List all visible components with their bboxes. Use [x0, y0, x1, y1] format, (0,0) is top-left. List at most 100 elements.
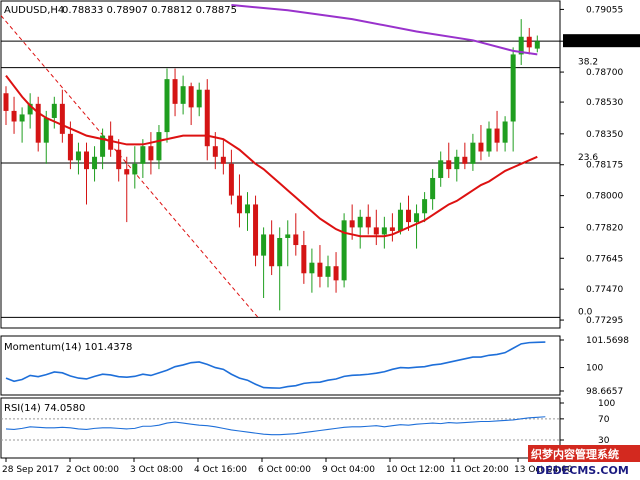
candle-body	[3, 93, 9, 111]
rsi-pane: RSI(14) 74.0580 100 70 30	[0, 397, 615, 459]
candle-body	[204, 89, 210, 147]
candle-body	[100, 135, 106, 157]
rsi-title: RSI(14) 74.0580	[4, 403, 85, 414]
fib-trend-line	[0, 15, 259, 318]
candle-body	[180, 86, 186, 104]
candle-body	[389, 227, 395, 231]
candle-body	[148, 146, 154, 161]
candle-body	[470, 142, 476, 164]
candle-body	[534, 41, 540, 49]
candle-body	[397, 209, 403, 231]
candle-body	[325, 266, 331, 277]
candle-body	[84, 151, 89, 170]
candle-body	[75, 151, 81, 161]
candle-body	[92, 156, 98, 170]
x-tick-label: 13 Oct 04:00	[514, 465, 573, 475]
rsi-tick-label: 100	[598, 399, 615, 409]
x-tick-label: 2 Oct 00:00	[66, 465, 119, 475]
candle-body	[277, 237, 283, 267]
rsi-tick-label: 70	[598, 415, 610, 425]
candle-body	[59, 103, 65, 134]
candle-body	[261, 234, 267, 256]
candle-body	[406, 209, 411, 223]
candle-body	[108, 135, 114, 150]
candle-body	[349, 220, 355, 228]
rsi-line	[5, 416, 546, 436]
candle-body	[357, 216, 363, 228]
candle-body	[454, 156, 460, 170]
candle-body	[494, 128, 500, 143]
main-title: AUDUSD,H4	[4, 5, 64, 16]
y-tick-label: 0.77295	[586, 316, 623, 326]
momentum-tick-label: 100	[586, 364, 603, 374]
candle-body	[381, 227, 387, 235]
candle-body	[196, 89, 202, 108]
candle-body	[19, 114, 25, 122]
watermark-bg	[528, 445, 640, 462]
momentum-line	[5, 341, 546, 389]
candle-body	[365, 216, 371, 228]
x-tick-label: 6 Oct 00:00	[258, 465, 311, 475]
candle-body	[301, 245, 307, 274]
x-tick-label: 4 Oct 16:00	[194, 465, 247, 475]
main-pane: 38.2 23.6 0.0 AUDUSD,H4 0.78833 0.78907 0.…	[0, 0, 640, 329]
candle-body	[373, 227, 379, 235]
candle-body	[156, 132, 162, 161]
y-tick-label: 0.78350	[586, 130, 623, 140]
candle-body	[341, 220, 347, 281]
candle-body	[478, 142, 484, 152]
candle-body	[43, 117, 49, 143]
candle-body	[269, 234, 275, 267]
momentum-tick-label: 98.6657	[586, 387, 623, 397]
fib-level-label: 38.2	[578, 58, 598, 68]
candle-body	[462, 156, 468, 164]
candle-body	[438, 160, 444, 178]
current-price-label: 0.78875	[578, 37, 615, 47]
ma-fast-line	[5, 74, 538, 238]
candle-body	[140, 146, 146, 164]
rsi-tick-label: 30	[598, 436, 610, 446]
x-tick-label: 10 Oct 12:00	[386, 465, 445, 475]
candle-body	[526, 36, 532, 48]
candle-body	[309, 262, 315, 274]
y-tick-label: 0.77470	[586, 285, 623, 295]
ma-slow-line	[231, 4, 538, 56]
candle-body	[188, 86, 194, 108]
candle-body	[486, 128, 492, 152]
fib-level-label: 0.0	[578, 307, 593, 317]
candle-body	[253, 204, 259, 256]
candle-body	[164, 79, 170, 133]
y-tick-label: 0.78000	[586, 192, 623, 202]
candle-body	[502, 121, 508, 143]
candle-body	[11, 110, 17, 122]
watermark-url: DEDECMS.COM	[536, 464, 629, 477]
candle-body	[414, 213, 420, 223]
candle-body	[116, 149, 122, 170]
candle-body	[446, 160, 452, 170]
x-tick-label: 28 Sep 2017	[2, 465, 59, 475]
candle-body	[228, 163, 234, 196]
candle-body	[51, 103, 57, 118]
candle-body	[317, 262, 323, 277]
candle-body	[27, 103, 33, 115]
x-tick-label: 11 Oct 20:00	[450, 465, 509, 475]
x-tick-label: 9 Oct 04:00	[322, 465, 375, 475]
y-tick-label: 0.77645	[586, 254, 623, 264]
candle-body	[124, 169, 130, 175]
current-price-box	[563, 34, 640, 48]
watermark: 织梦内容管理系统 DEDECMS.COM	[528, 445, 640, 477]
candle-body	[293, 234, 299, 246]
y-tick-label: 0.78175	[586, 161, 623, 171]
fib-level-label: 23.6	[578, 153, 598, 163]
candle-body	[245, 204, 250, 214]
candle-body	[333, 266, 339, 281]
candle-body	[518, 36, 524, 55]
candle-body	[35, 103, 41, 143]
watermark-text: 织梦内容管理系统	[531, 447, 619, 461]
candle-body	[422, 199, 428, 214]
momentum-pane: Momentum(14) 101.4378 101.5698 100 98.6657	[0, 335, 629, 397]
candle-body	[212, 146, 218, 157]
momentum-frame	[0, 335, 561, 396]
candle-body	[430, 177, 436, 200]
